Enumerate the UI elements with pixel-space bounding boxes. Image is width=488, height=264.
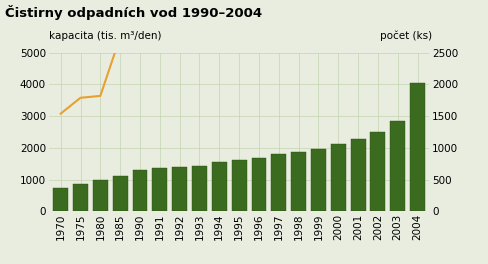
Bar (53, 188, 68, 211)
Bar (152, 168, 167, 211)
Bar (133, 170, 147, 211)
Bar (192, 166, 207, 211)
Bar (351, 139, 366, 211)
Bar (93, 180, 108, 211)
Bar (73, 184, 88, 211)
Text: počet (ks): počet (ks) (380, 30, 432, 41)
Text: Čistirny odpadních vod 1990–2004: Čistirny odpadních vod 1990–2004 (5, 5, 262, 20)
Bar (172, 167, 187, 211)
Bar (291, 152, 306, 211)
Bar (212, 162, 227, 211)
Bar (271, 154, 286, 211)
Bar (390, 121, 405, 211)
Text: kapacita (tis. m³/den): kapacita (tis. m³/den) (49, 31, 162, 41)
Bar (331, 144, 346, 211)
Bar (311, 149, 326, 211)
Bar (232, 160, 246, 211)
Bar (113, 176, 127, 211)
Bar (251, 158, 266, 211)
Bar (370, 132, 386, 211)
Bar (410, 83, 425, 211)
